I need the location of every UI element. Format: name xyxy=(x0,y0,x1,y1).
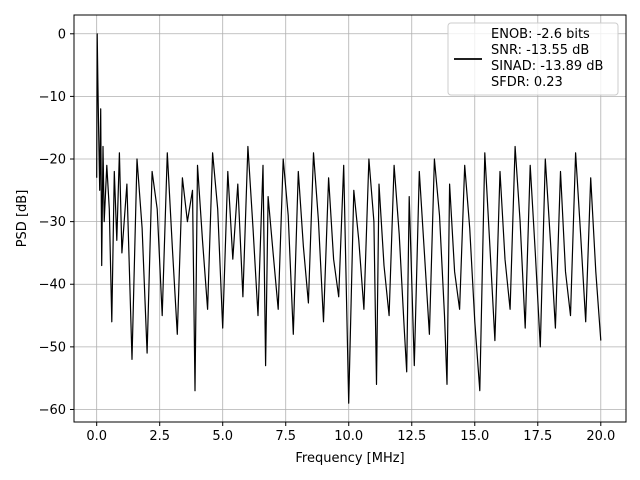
x-tick-label: 5.0 xyxy=(212,429,233,444)
legend-enob: ENOB: -2.6 bits xyxy=(491,27,590,42)
y-tick-label: −50 xyxy=(39,340,66,355)
y-axis: 0 −10 −20 −30 −40 −50 −60 xyxy=(39,27,74,418)
x-tick-label: 2.5 xyxy=(149,429,170,444)
y-tick-label: −40 xyxy=(39,278,66,293)
y-tick-label: −10 xyxy=(39,90,66,105)
x-axis-label: Frequency [MHz] xyxy=(295,451,404,466)
y-tick-label: −20 xyxy=(39,153,66,168)
x-tick-label: 10.0 xyxy=(334,429,363,444)
legend-snr: SNR: -13.55 dB xyxy=(491,43,589,58)
legend: ENOB: -2.6 bits SNR: -13.55 dB SINAD: -1… xyxy=(447,22,619,96)
legend-sfdr: SFDR: 0.23 xyxy=(491,75,563,90)
y-tick-label: −30 xyxy=(39,215,66,230)
legend-sinad: SINAD: -13.89 dB xyxy=(491,59,603,74)
legend-box xyxy=(447,22,619,96)
y-tick-label: 0 xyxy=(58,27,66,42)
series-layer xyxy=(96,33,602,404)
x-axis: 0.0 2.5 5.0 7.5 10.0 12.5 15.0 17.5 20.0 xyxy=(86,422,615,444)
x-tick-label: 15.0 xyxy=(460,429,489,444)
x-tick-label: 20.0 xyxy=(586,429,615,444)
x-tick-label: 12.5 xyxy=(397,429,426,444)
x-tick-label: 7.5 xyxy=(275,429,296,444)
psd-series-line xyxy=(96,33,602,404)
y-tick-label: −60 xyxy=(39,403,66,418)
x-tick-label: 0.0 xyxy=(86,429,107,444)
x-tick-label: 17.5 xyxy=(523,429,552,444)
plot-frame xyxy=(73,14,627,423)
y-axis-label: PSD [dB] xyxy=(15,190,30,248)
